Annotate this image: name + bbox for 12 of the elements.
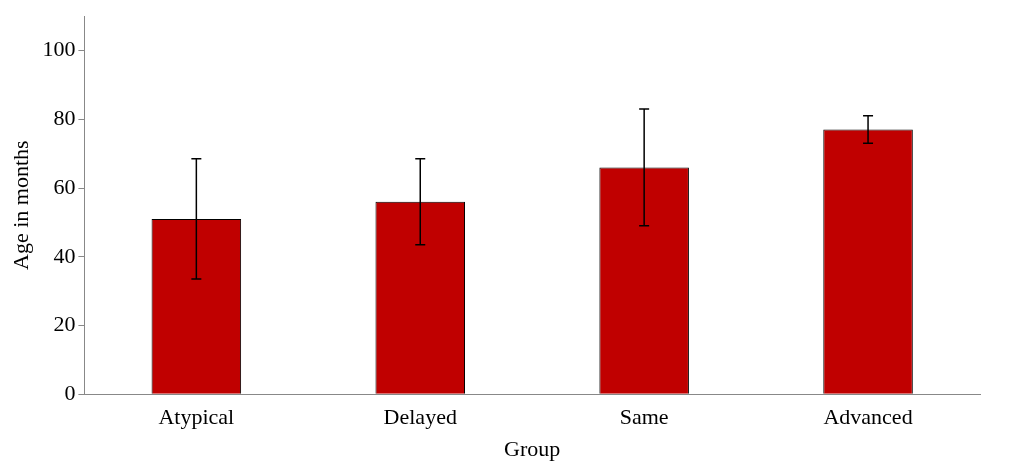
y-tick-label: 40	[53, 242, 76, 268]
x-axis-title: Group	[504, 435, 561, 461]
x-tick-label: Same	[619, 404, 669, 430]
y-tick-label: 80	[53, 105, 76, 131]
x-tick-label: Advanced	[823, 404, 913, 430]
y-tick-label: 60	[53, 173, 76, 199]
y-axis-title: Age in months	[7, 140, 33, 270]
x-tick-label: Delayed	[383, 404, 457, 430]
y-tick-label: 100	[42, 36, 76, 62]
x-tick-label: Atypical	[158, 404, 235, 430]
y-tick-label: 20	[53, 311, 76, 337]
y-tick-label: 0	[64, 379, 76, 405]
